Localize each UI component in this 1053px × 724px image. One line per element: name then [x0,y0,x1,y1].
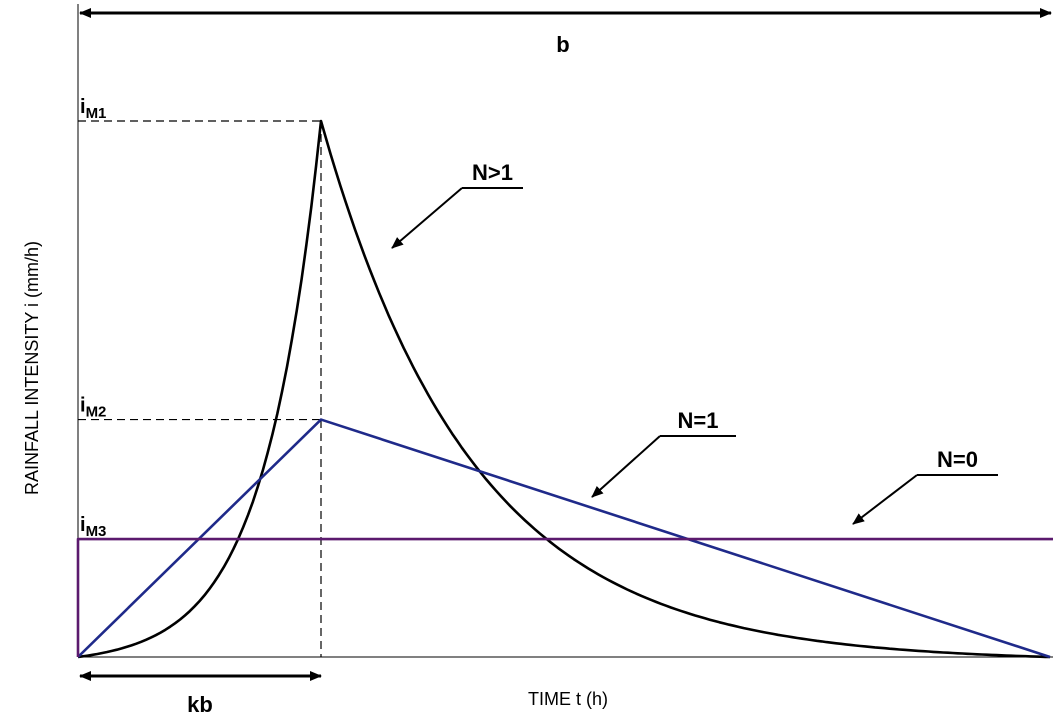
series-leader-arrow-2 [591,435,661,498]
intensity-level-label-m1: iM1 [80,96,106,122]
y-axis-title: RAINFALL INTENSITY i (mm/h) [22,241,42,495]
b-dimension-label: b [556,32,569,57]
series-leader-arrow-1 [391,187,463,249]
series-line-1 [77,119,1051,659]
series-leader-arrow-3 [852,474,918,525]
series-line-2 [77,418,1051,659]
x-axis-title: TIME t (h) [528,689,608,709]
intensity-level-label-m3: iM3 [80,514,106,540]
series-label-3: N=0 [937,447,978,472]
intensity-level-label-m2: iM2 [80,395,106,421]
series-label-1: N>1 [472,160,513,185]
series-line-3 [76,537,1053,657]
series-label-2: N=1 [678,408,719,433]
kb-dimension-label: kb [187,692,213,717]
